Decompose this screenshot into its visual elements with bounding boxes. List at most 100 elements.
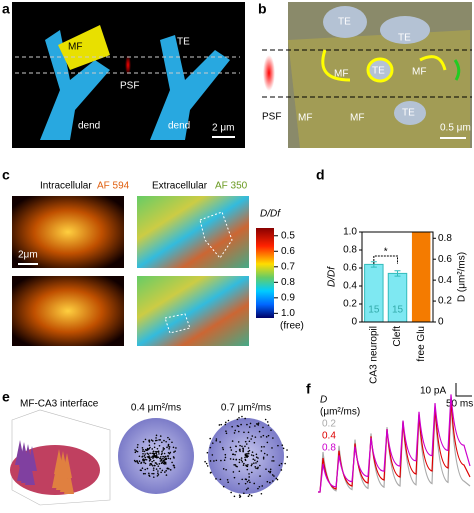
particle (144, 448, 147, 451)
particle (242, 449, 244, 452)
particle (260, 436, 262, 438)
particle (243, 462, 245, 465)
colorbar-tick-label: 0.8 (281, 277, 295, 288)
particle (265, 468, 267, 470)
particle (246, 453, 249, 455)
particle (281, 444, 284, 447)
particle (155, 452, 158, 454)
particle (215, 459, 218, 462)
particle (173, 457, 175, 459)
particle (255, 456, 258, 459)
particle (221, 446, 224, 449)
particle (237, 430, 240, 433)
particle (219, 441, 221, 443)
panel-label: b (258, 1, 267, 17)
y-tick-label: 0.6 (343, 263, 357, 274)
particle (169, 457, 172, 460)
particle (231, 425, 233, 428)
colorbar-tick-label: 0.7 (281, 261, 295, 272)
particle (235, 450, 237, 453)
particle (270, 429, 272, 431)
particle (266, 454, 269, 456)
particle (233, 495, 236, 498)
particle (266, 421, 269, 423)
particle (164, 471, 166, 473)
particle (224, 456, 227, 459)
roi (199, 211, 233, 259)
particle (144, 453, 146, 455)
particle (162, 457, 164, 460)
particle (148, 440, 150, 442)
y-tick-label: 0.8 (343, 245, 357, 256)
particle (241, 478, 244, 481)
particle (161, 452, 163, 454)
particle (144, 438, 147, 441)
particle (143, 461, 145, 464)
psf (263, 55, 275, 91)
particle (167, 457, 170, 460)
legend-entry: 0.2 (322, 419, 336, 430)
particle (151, 452, 153, 455)
particle (250, 438, 252, 440)
particle (161, 441, 163, 444)
particle (160, 453, 163, 456)
label: PSF (262, 112, 281, 123)
particle (215, 439, 218, 442)
particle (252, 454, 255, 457)
particle (273, 475, 275, 477)
particle (244, 456, 246, 459)
particle (140, 469, 142, 472)
te-profile (394, 101, 426, 125)
particle (232, 458, 235, 461)
particle (148, 475, 151, 477)
particle (257, 423, 259, 425)
particle (233, 432, 236, 434)
particle (220, 459, 222, 462)
particle (232, 453, 235, 456)
particle (142, 472, 145, 475)
particle (172, 464, 175, 467)
label: TE (338, 17, 351, 28)
particle (247, 487, 249, 490)
outline (419, 55, 447, 71)
particle (253, 462, 255, 464)
label: TE (402, 108, 415, 119)
particle (174, 450, 176, 452)
label: MF (350, 113, 364, 124)
n-label: 15 (368, 305, 380, 316)
particle (247, 452, 250, 455)
particle (244, 458, 247, 461)
particle (157, 456, 160, 459)
particle (156, 450, 158, 453)
particle (153, 453, 155, 456)
particle (148, 472, 150, 475)
particle (141, 447, 144, 449)
particle (150, 463, 153, 465)
particle (159, 457, 161, 460)
particle (219, 478, 222, 481)
particle (229, 458, 232, 460)
particle (204, 460, 206, 463)
particle (225, 432, 228, 435)
dendrite-shape (150, 35, 230, 140)
particle (257, 466, 259, 469)
y-axis-label: D/Df (327, 266, 338, 287)
particle (247, 447, 250, 449)
particle (238, 461, 241, 464)
particle (218, 424, 221, 426)
colorbar-tick-label: 1.0 (281, 308, 295, 319)
particle (142, 459, 145, 462)
particle (246, 423, 248, 426)
particle (158, 444, 161, 447)
colorbar-title: D/Df (260, 209, 281, 220)
legend-unit: (μm²/ms) (320, 407, 360, 418)
header: Extracellular (152, 181, 208, 192)
particle (248, 426, 251, 428)
particle (173, 466, 176, 469)
particle (244, 454, 247, 457)
particle (241, 445, 243, 448)
particle (252, 458, 255, 461)
particle (259, 464, 261, 467)
particle (137, 462, 140, 464)
particle (248, 476, 250, 478)
